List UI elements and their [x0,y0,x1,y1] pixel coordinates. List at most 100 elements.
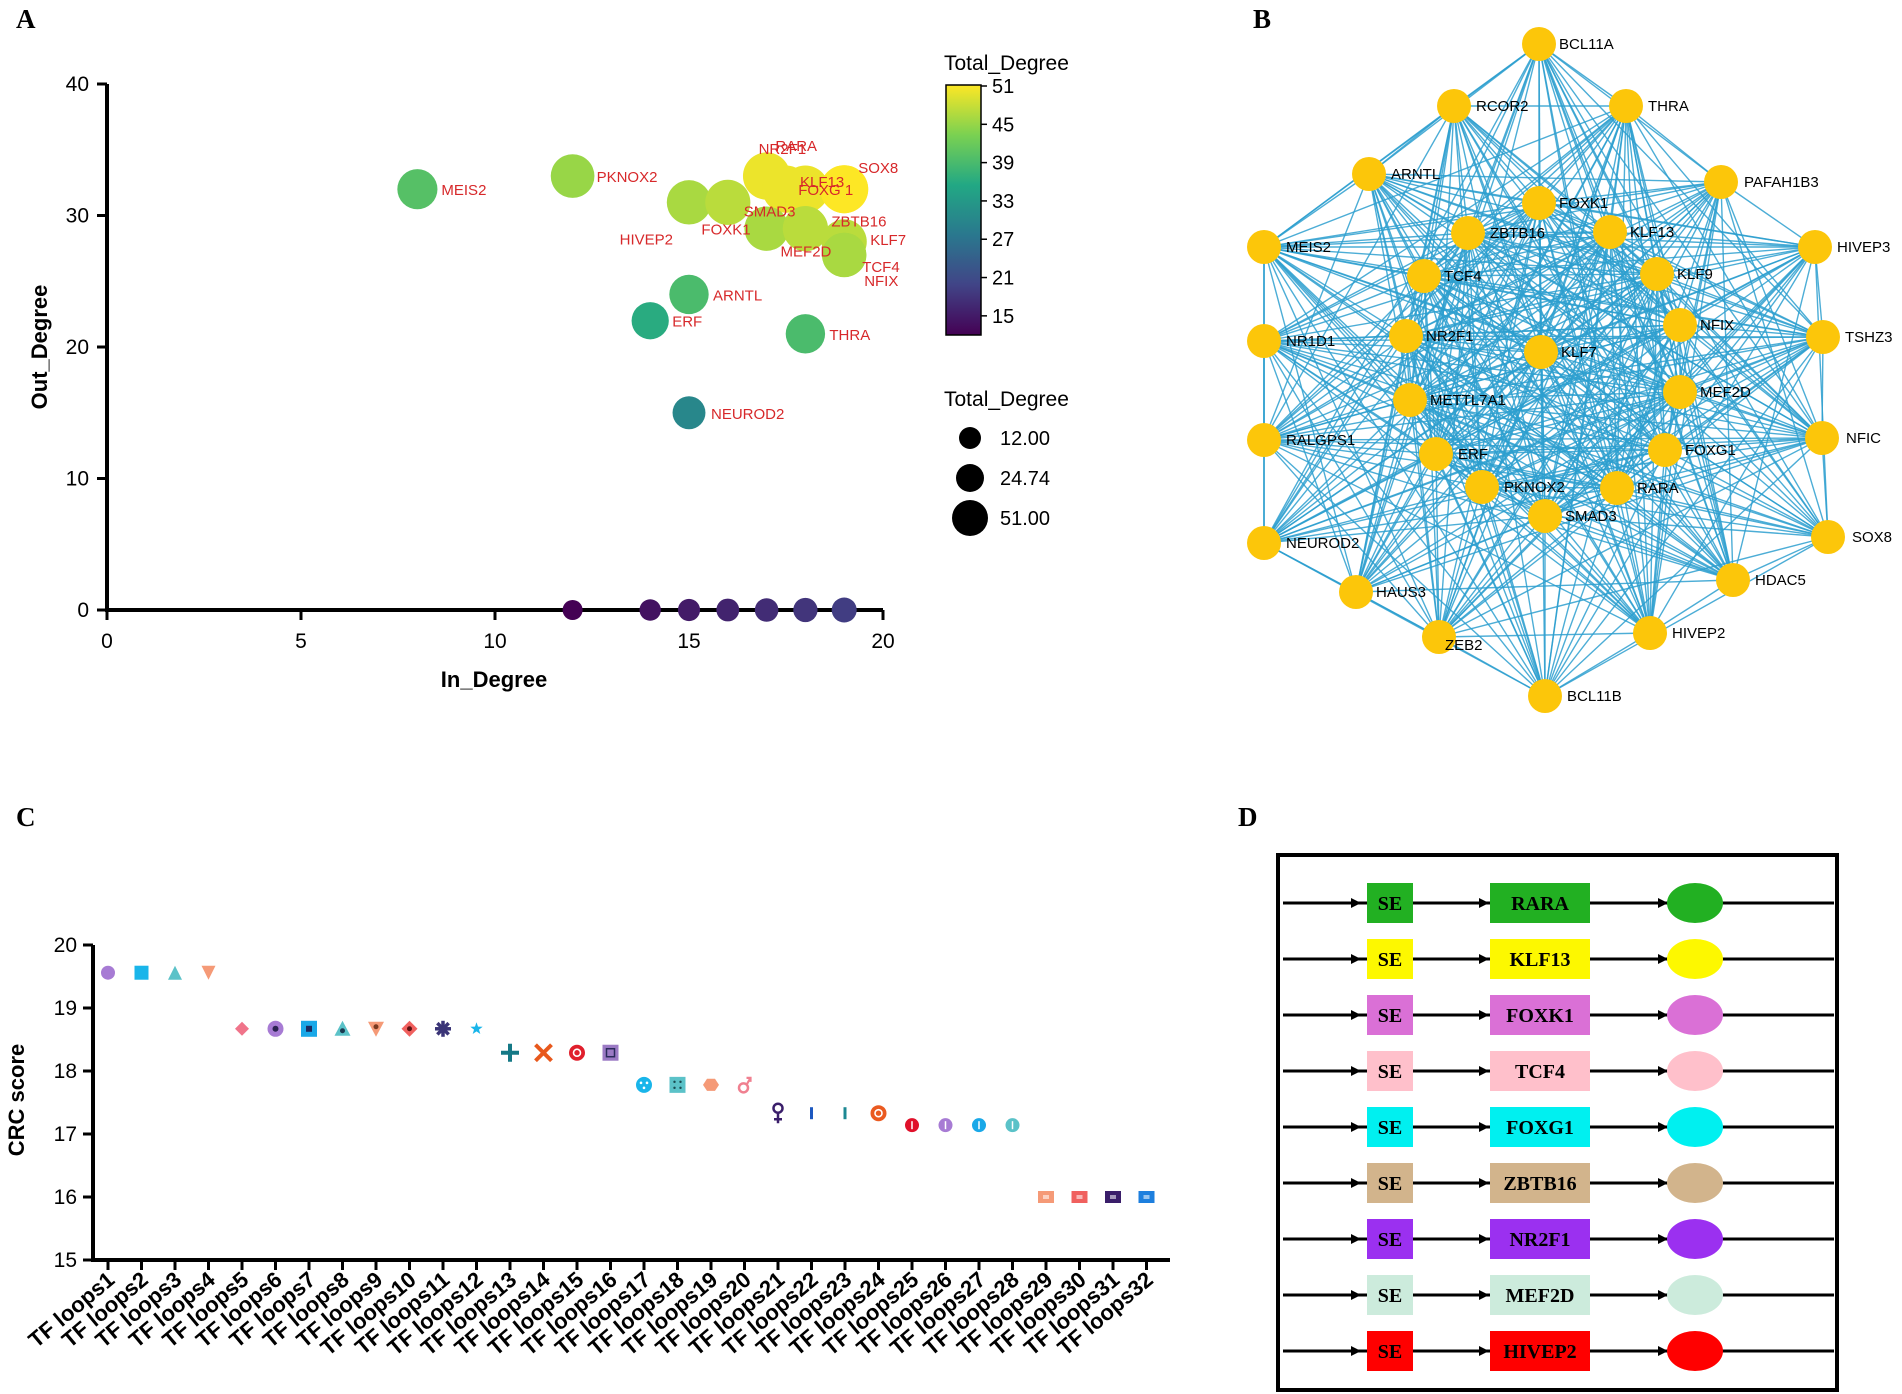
c-point-31 [1105,1191,1121,1203]
a-y-tick-label: 40 [66,73,89,96]
a-point-label: FOXK1 [701,222,750,239]
b-edge [1732,536,1829,581]
b-edge [1453,105,1681,393]
b-node-arntl [1352,157,1386,191]
b-edge [1609,105,1627,233]
b-edge [1453,105,1681,326]
a-colorbar-tick-label: 39 [992,153,1014,175]
b-edge [1263,335,1407,342]
b-edge [1679,391,1734,581]
b-edge [1405,335,1546,517]
d-gene-box [1490,1107,1590,1147]
b-edge [1679,391,1823,439]
c-y-tick-label: 15 [54,1249,77,1272]
b-edge [1355,437,1823,593]
b-edge [1355,273,1658,593]
b-node-mettl7a1 [1393,383,1427,417]
d-row-tcf4: SE TCF4 [1283,1051,1834,1091]
b-edge [1435,449,1666,455]
b-edge [1368,173,1411,401]
b-edge [1405,335,1542,353]
b-edge [1368,173,1469,234]
d-se-box [1367,995,1413,1035]
b-edge [1423,275,1824,338]
b-edge [1263,340,1734,581]
b-edge [1368,173,1546,697]
b-edge [1467,232,1666,451]
a-size-legend-label: 24.74 [1000,468,1050,490]
a-colorbar [945,84,982,336]
b-edge [1679,336,1824,393]
b-node-meis2 [1247,230,1281,264]
b-edge [1540,231,1611,353]
b-node-label: THRA [1648,98,1689,115]
d-target-ellipse [1667,995,1723,1035]
b-edge [1409,399,1546,517]
b-edge [1263,439,1483,488]
b-edge [1453,105,1469,234]
b-edge [1544,536,1829,697]
c-point-3 [168,965,182,980]
a-point-label: HIVEP2 [620,231,673,248]
b-edge [1405,335,1651,634]
b-edge [1649,449,1666,634]
c-point-22 [810,1107,813,1120]
d-row-hivep2: SE HIVEP2 [1283,1331,1834,1371]
c-point-13 [501,1043,519,1062]
b-edge [1544,515,1734,581]
b-edge [1263,340,1411,401]
b-edge [1263,246,1357,593]
b-node-label: RCOR2 [1476,98,1529,115]
b-edge [1263,275,1425,544]
a-x-tick-label: 5 [295,630,307,653]
b-edge [1435,453,1618,489]
c-point-28 [1005,1118,1020,1133]
b-edge [1544,449,1666,697]
d-target-ellipse [1667,939,1723,979]
a-point [754,598,779,622]
b-edge [1609,231,1824,338]
a-point-label: KLF13 [800,174,844,191]
d-row-foxk1: SE FOXK1 [1283,995,1834,1035]
c-point-8 [334,1020,351,1036]
b-node-label: ERF [1458,446,1488,463]
b-edge [1656,273,1824,338]
a-colorbar-tick-label: 51 [992,76,1014,98]
b-edge [1263,542,1357,593]
b-node-ralgps1 [1247,423,1281,457]
a-point-arntl [669,274,709,315]
b-edge [1368,173,1407,337]
b-edge [1405,273,1658,337]
b-edge [1540,273,1658,353]
a-size-legend-dot [952,500,988,536]
b-edge [1263,246,1437,455]
b-edge [1263,105,1627,248]
b-node-bcl11a [1522,27,1556,61]
a-point-label: SMAD3 [744,203,796,220]
a-point-pknox2 [550,154,595,198]
d-se-label: SE [1378,1005,1402,1027]
b-edge [1263,105,1627,342]
b-edge [1355,486,1483,593]
a-point [831,597,857,623]
b-node-label: TSHZ3 [1845,329,1893,346]
b-edge [1544,437,1823,697]
d-target-ellipse [1667,1051,1723,1091]
b-edge [1664,246,1816,451]
c-y-tick-label: 17 [54,1123,77,1146]
b-edge [1405,335,1666,451]
d-gene-box [1490,1219,1590,1259]
a-point-label: MEIS2 [441,182,486,199]
b-edge [1616,487,1734,581]
b-edge [1368,105,1455,175]
a-point-mef2d [782,206,828,252]
b-edge [1438,232,1469,638]
a-point [562,600,583,620]
c-point-16 [602,1044,619,1061]
b-edge [1544,632,1651,697]
b-edge [1263,439,1666,451]
b-edge [1679,324,1829,538]
b-node-zbtb16 [1451,216,1485,250]
b-edge [1263,439,1440,638]
b-edge [1423,273,1658,277]
